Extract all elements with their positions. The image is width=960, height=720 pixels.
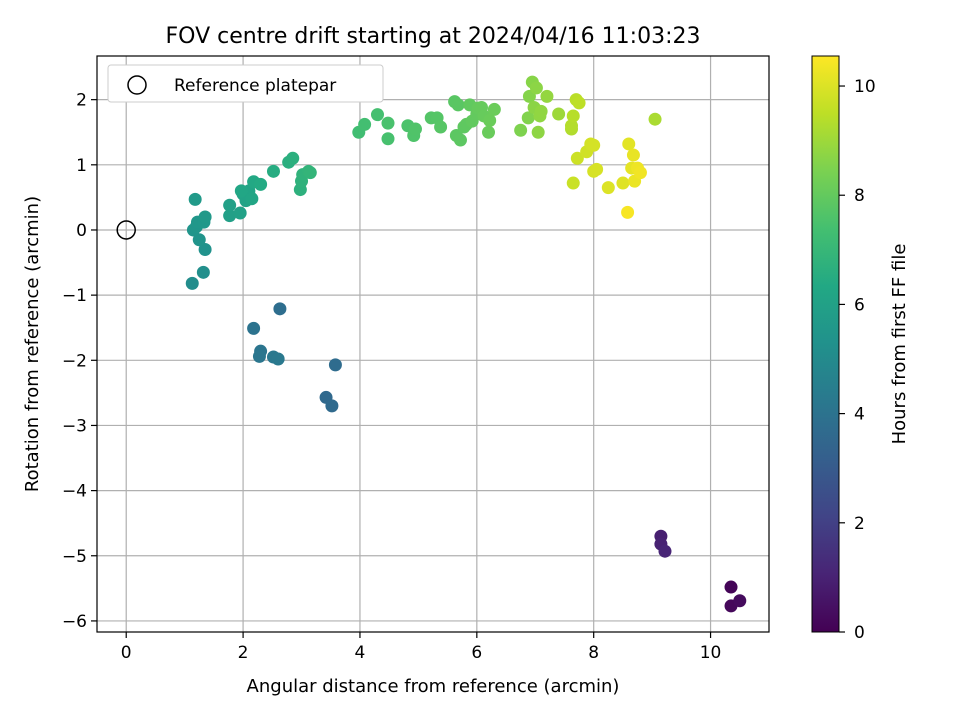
x-tick-label: 2 — [238, 643, 249, 663]
data-point — [590, 162, 604, 176]
y-tick-label: −2 — [62, 351, 87, 371]
data-point — [529, 81, 543, 95]
x-tick-label: 0 — [121, 643, 132, 663]
data-point — [648, 112, 662, 126]
data-point — [196, 265, 210, 279]
legend-reference-icon — [127, 75, 147, 95]
data-point — [733, 594, 747, 608]
data-point — [633, 166, 647, 180]
data-point — [192, 233, 206, 247]
data-point — [434, 120, 448, 134]
data-point — [273, 302, 287, 316]
colorbar-tick-label: 10 — [854, 77, 876, 97]
data-points — [185, 75, 747, 613]
colorbar-tick-label: 8 — [854, 186, 865, 206]
data-point — [234, 184, 248, 198]
x-tick-label: 10 — [700, 643, 722, 663]
data-point — [540, 89, 554, 103]
data-point — [482, 125, 496, 139]
data-point — [245, 192, 259, 206]
colorbar-gradient — [811, 55, 840, 633]
data-point — [487, 102, 501, 116]
y-axis-label: Rotation from reference (arcmin) — [22, 196, 43, 492]
legend-label: Reference platepar — [174, 76, 336, 96]
data-point — [626, 148, 640, 162]
data-point — [271, 352, 285, 366]
colorbar-label: Hours from first FF file — [889, 244, 910, 445]
data-point — [408, 122, 422, 136]
data-point — [587, 138, 601, 152]
x-tick-label: 8 — [588, 643, 599, 663]
data-point — [531, 125, 545, 139]
data-point — [381, 132, 395, 146]
y-tick-label: −4 — [62, 482, 87, 502]
data-point — [381, 116, 395, 130]
data-point — [252, 349, 266, 363]
data-point — [198, 210, 212, 224]
plot-frame — [96, 55, 770, 633]
data-point — [601, 181, 615, 195]
data-point — [521, 111, 535, 125]
data-point — [223, 198, 237, 212]
colorbar: 0 2 4 6 8 10 Hours from first FF file — [811, 55, 910, 643]
data-point — [622, 137, 636, 151]
reference-marker — [116, 220, 136, 240]
y-tick-label: −1 — [62, 286, 87, 306]
data-point — [370, 108, 384, 122]
data-point — [616, 176, 630, 190]
data-point — [223, 209, 237, 223]
chart-title: FOV centre drift starting at 2024/04/16 … — [166, 24, 701, 49]
data-point — [247, 321, 261, 335]
grid-lines — [97, 56, 769, 632]
legend: Reference platepar — [107, 64, 384, 103]
colorbar-tick-label: 6 — [854, 295, 865, 315]
y-tick-label: 1 — [76, 156, 87, 176]
y-tick-label: 0 — [76, 221, 87, 241]
data-point — [233, 206, 247, 220]
colorbar-tick-label: 0 — [854, 623, 865, 643]
data-point — [198, 243, 212, 257]
data-point — [185, 276, 199, 290]
data-point — [483, 114, 497, 128]
colorbar-tick-label: 2 — [854, 514, 865, 534]
x-tick-label: 6 — [471, 643, 482, 663]
data-point — [534, 104, 548, 118]
data-point — [453, 133, 467, 147]
data-point — [254, 177, 268, 191]
colorbar-tick-label: 4 — [854, 405, 865, 425]
data-point — [188, 192, 202, 206]
colorbar-ticks: 0 2 4 6 8 10 — [839, 77, 876, 643]
data-point — [303, 166, 317, 180]
data-point — [451, 98, 465, 112]
data-point — [566, 109, 580, 123]
data-point — [552, 107, 566, 121]
x-axis-ticks: 0 2 4 6 8 10 — [121, 632, 722, 663]
y-tick-label: −5 — [62, 547, 87, 567]
data-point — [572, 96, 586, 110]
y-axis-ticks: −6 −5 −4 −3 −2 −1 0 1 2 — [62, 91, 97, 632]
x-tick-label: 4 — [355, 643, 366, 663]
data-point — [658, 544, 672, 558]
data-point — [564, 119, 578, 133]
y-tick-label: 2 — [76, 91, 87, 111]
data-point — [325, 399, 339, 413]
legend-box — [107, 64, 384, 103]
data-point — [286, 151, 300, 165]
x-axis-label: Angular distance from reference (arcmin) — [247, 676, 620, 697]
data-point — [266, 164, 280, 178]
data-point — [621, 205, 635, 219]
data-point — [358, 117, 372, 131]
data-point — [328, 358, 342, 372]
y-tick-label: −3 — [62, 416, 87, 436]
y-tick-label: −6 — [62, 612, 87, 632]
data-point — [566, 176, 580, 190]
data-point — [724, 580, 738, 594]
data-point — [570, 151, 584, 165]
data-point — [514, 123, 528, 137]
